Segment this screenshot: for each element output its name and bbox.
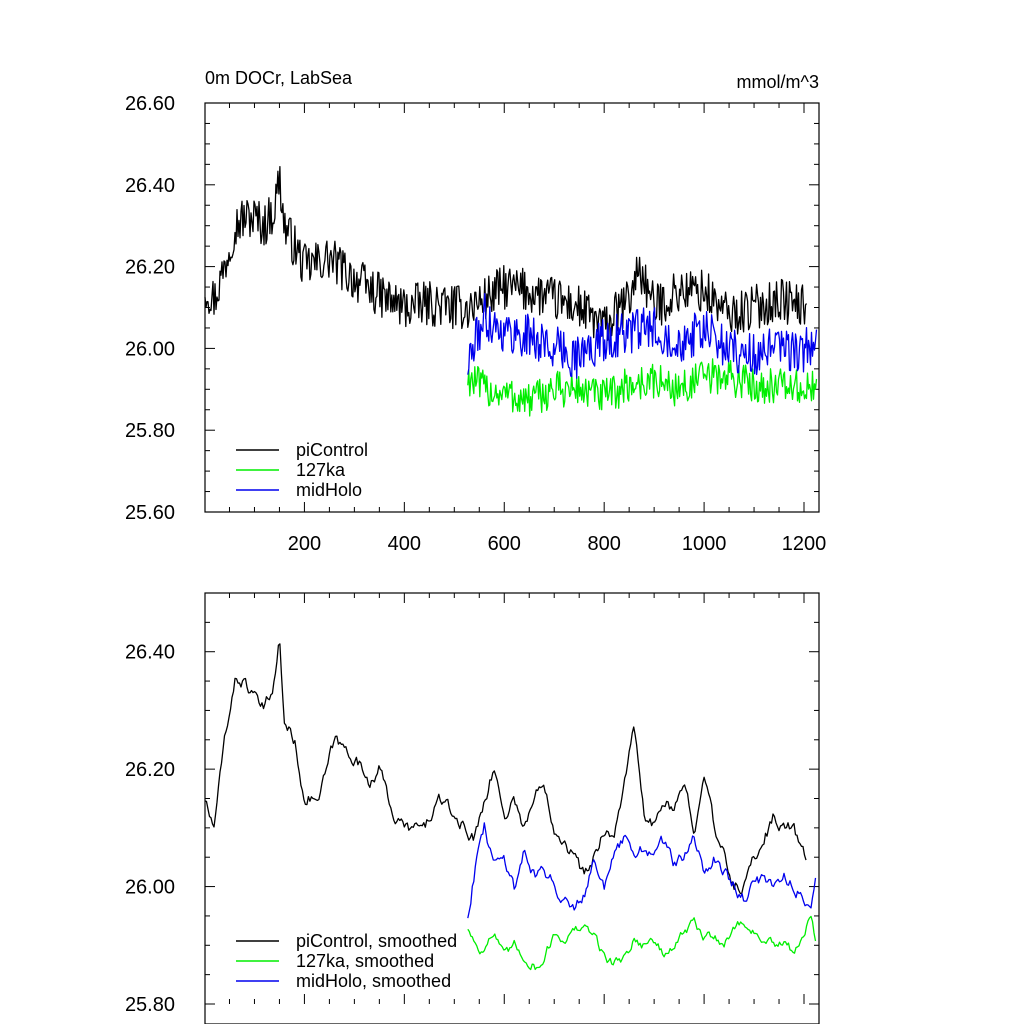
bottom-ytick-label: 26.40 bbox=[125, 642, 175, 664]
bottom-series-lines bbox=[204, 643, 817, 971]
bottom-series-picontrol-smoothed bbox=[204, 643, 807, 895]
bottom-ytick-label: 26.00 bbox=[125, 877, 175, 899]
top-series-midholo bbox=[467, 292, 818, 379]
top-units-label: mmol/m^3 bbox=[737, 72, 819, 92]
top-legend-label: midHolo bbox=[296, 480, 362, 500]
bottom-ytick-label: 26.20 bbox=[125, 759, 175, 781]
bottom-legend-label: piControl, smoothed bbox=[296, 931, 457, 951]
top-series-lines bbox=[204, 165, 818, 417]
top-axis-ticks: 200 400 600 800 1000 1200 25.60 25.80 26.00 26.20… bbox=[125, 93, 826, 555]
top-panel: 0m DOCr, LabSea mmol/m^3 200 400 600 800 100… bbox=[125, 68, 826, 555]
top-ytick-label: 26.40 bbox=[125, 175, 175, 197]
top-ytick-label: 26.00 bbox=[125, 338, 175, 360]
bottom-plot-frame bbox=[204, 592, 820, 1024]
top-chart-title: 0m DOCr, LabSea bbox=[205, 68, 353, 88]
top-legend-label: piControl bbox=[296, 440, 368, 460]
top-xtick-label: 1200 bbox=[782, 533, 827, 555]
top-series-picontrol bbox=[204, 165, 808, 341]
bottom-ytick-label: 25.80 bbox=[125, 994, 175, 1016]
top-xtick-label: 1000 bbox=[682, 533, 727, 555]
top-ytick-label: 25.60 bbox=[125, 502, 175, 524]
top-ytick-label: 26.60 bbox=[125, 93, 175, 115]
top-xtick-label: 200 bbox=[288, 533, 321, 555]
top-xtick-label: 800 bbox=[587, 533, 620, 555]
top-series-127ka bbox=[467, 358, 818, 417]
top-legend-label: 127ka bbox=[296, 460, 346, 480]
bottom-panel: 25.80 26.00 26.20 26.40 piControl, smoothed… bbox=[125, 592, 820, 1024]
bottom-legend-label: midHolo, smoothed bbox=[296, 971, 451, 991]
bottom-legend-label: 127ka, smoothed bbox=[296, 951, 434, 971]
bottom-series-127ka-smoothed bbox=[467, 915, 817, 971]
top-ytick-label: 25.80 bbox=[125, 420, 175, 442]
bottom-axis-ticks: 25.80 26.00 26.20 26.40 bbox=[125, 593, 819, 1016]
top-xtick-label: 400 bbox=[388, 533, 421, 555]
top-ytick-label: 26.20 bbox=[125, 257, 175, 279]
bottom-series-midholo-smoothed bbox=[467, 822, 817, 919]
top-xtick-label: 600 bbox=[488, 533, 521, 555]
